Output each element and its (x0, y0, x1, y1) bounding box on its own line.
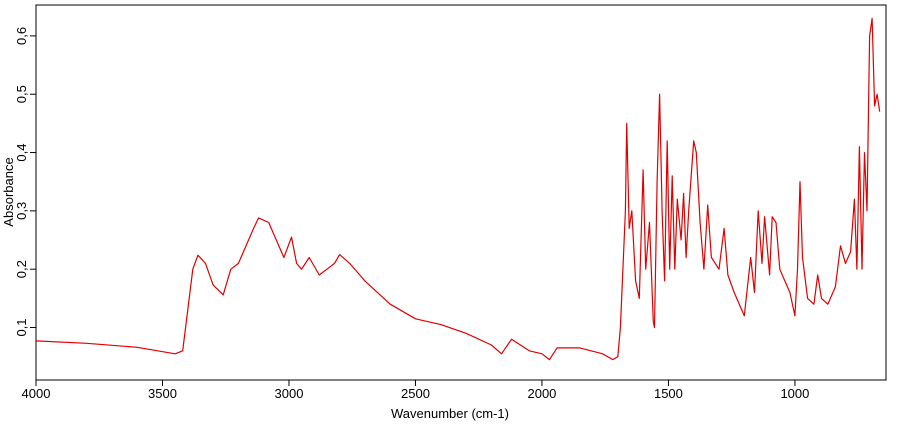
y-tick-label: 0,1 (14, 318, 29, 336)
x-tick-label: 4000 (22, 386, 51, 401)
x-tick-label: 3000 (275, 386, 304, 401)
plot-frame (35, 4, 887, 381)
x-axis-label: Wavenumber (cm-1) (391, 406, 509, 421)
x-tick-label: 2500 (401, 386, 430, 401)
y-tick-label: 0,2 (14, 260, 29, 278)
y-tick-label: 0,3 (14, 202, 29, 220)
x-tick-label: 2000 (527, 386, 556, 401)
x-tick-label: 1000 (780, 386, 809, 401)
y-tick-label: 0,5 (14, 85, 29, 103)
y-axis-label: Absorbance (1, 157, 16, 226)
spectrum-line (35, 17, 881, 361)
y-tick-label: 0,6 (14, 27, 29, 45)
y-tick-label: 0,4 (14, 144, 29, 162)
x-tick-label: 3500 (148, 386, 177, 401)
x-tick-label: 1500 (654, 386, 683, 401)
